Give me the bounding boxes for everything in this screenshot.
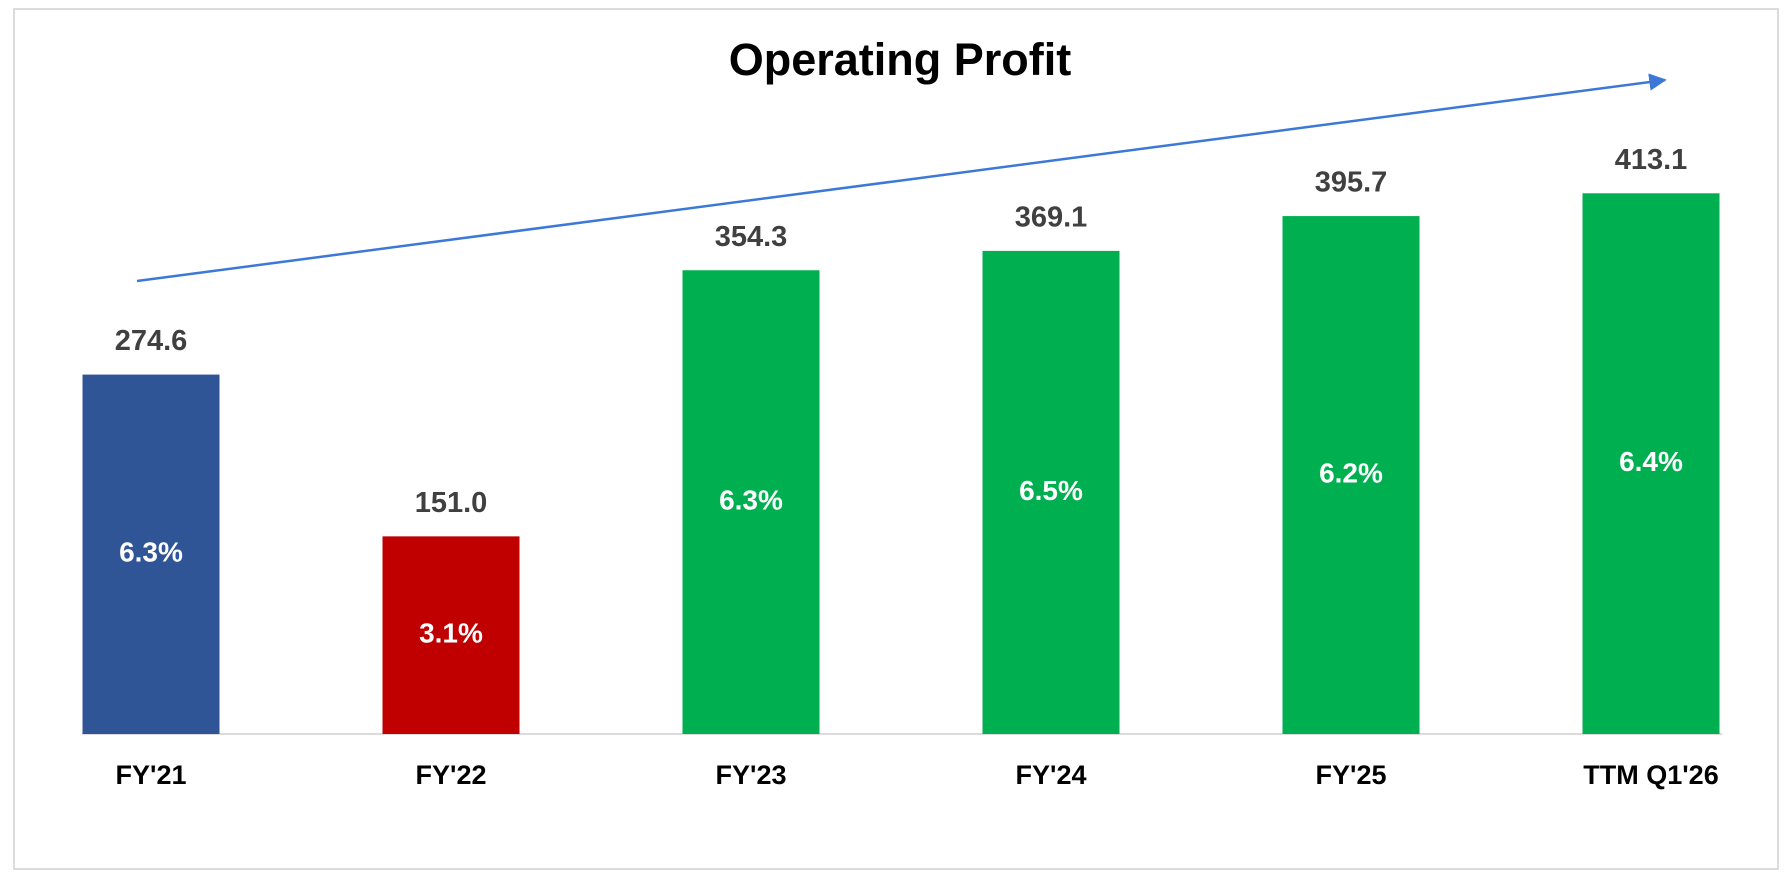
bar	[1582, 193, 1720, 735]
x-tick-label: TTM Q1'26	[1583, 760, 1718, 790]
x-tick-label: FY'23	[716, 760, 787, 790]
margin-label: 6.2%	[1319, 457, 1383, 488]
margin-label: 3.1%	[419, 618, 483, 649]
trend-arrow	[136, 73, 1667, 283]
x-tick-label: FY'22	[416, 760, 487, 790]
margin-label: 6.3%	[719, 485, 783, 516]
x-tick-label: FY'21	[116, 760, 187, 790]
bar	[682, 270, 820, 734]
chart-title: Operating Profit	[729, 34, 1072, 85]
value-label: 369.1	[1015, 202, 1088, 234]
x-tick-label: FY'24	[1016, 760, 1087, 790]
value-label: 395.7	[1315, 167, 1388, 199]
value-label: 354.3	[715, 221, 788, 253]
bar	[82, 374, 220, 734]
bar	[1282, 216, 1420, 735]
value-label: 413.1	[1615, 144, 1688, 176]
margin-label: 6.3%	[119, 537, 183, 568]
margin-label: 6.4%	[1619, 446, 1683, 477]
bar	[982, 250, 1120, 735]
x-tick-label: FY'25	[1316, 760, 1387, 790]
bar	[382, 536, 520, 734]
chart-frame	[13, 8, 1779, 870]
margin-label: 6.5%	[1019, 475, 1083, 506]
value-label: 151.0	[415, 487, 488, 519]
value-label: 274.6	[115, 325, 188, 357]
